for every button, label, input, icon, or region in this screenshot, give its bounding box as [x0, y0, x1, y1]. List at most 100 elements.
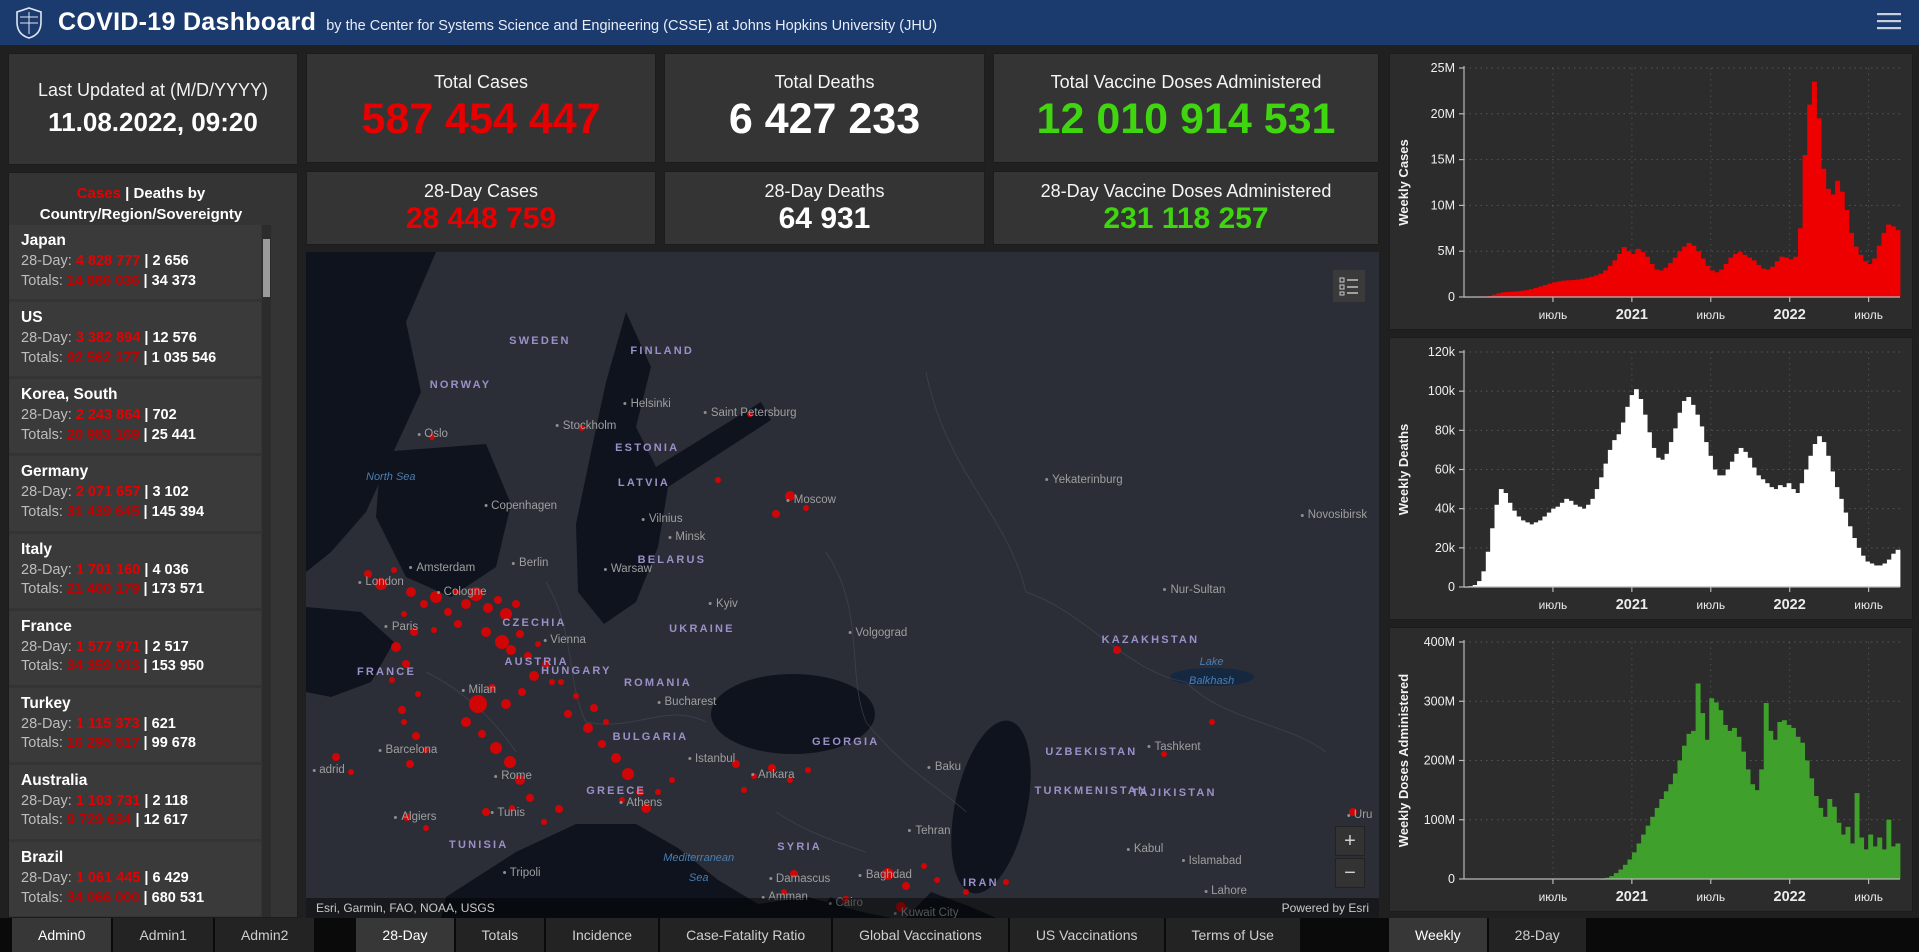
outbreak-dot[interactable] — [430, 591, 442, 603]
tab-admin2[interactable]: Admin2 — [214, 918, 315, 952]
outbreak-dot[interactable] — [896, 902, 906, 912]
outbreak-dot[interactable] — [481, 627, 491, 637]
outbreak-dot[interactable] — [461, 599, 471, 609]
outbreak-dot[interactable] — [348, 769, 354, 775]
outbreak-dot[interactable] — [921, 863, 927, 869]
outbreak-dot[interactable] — [490, 742, 502, 754]
outbreak-dot[interactable] — [715, 477, 721, 483]
outbreak-dot[interactable] — [495, 635, 509, 649]
outbreak-dot[interactable] — [611, 753, 621, 763]
country-row-japan[interactable]: Japan 28-Day: 4 828 777 | 2 656 Totals: 14… — [9, 225, 261, 300]
weekly-deaths-chart[interactable]: 0 20k 40k 60k 80k 100k 120k июль 2021 июль 2022 июл… — [1389, 337, 1913, 620]
outbreak-dot[interactable] — [509, 805, 515, 811]
outbreak-dot[interactable] — [406, 587, 416, 597]
map-zoom-in-button[interactable]: + — [1335, 826, 1365, 856]
outbreak-dot[interactable] — [391, 567, 397, 573]
outbreak-dot[interactable] — [564, 710, 572, 718]
outbreak-dot[interactable] — [453, 589, 459, 595]
outbreak-dot[interactable] — [483, 603, 493, 613]
outbreak-dot[interactable] — [401, 719, 407, 725]
map-zoom-out-button[interactable]: − — [1335, 858, 1365, 888]
map-legend-button[interactable] — [1333, 270, 1365, 302]
tab-28-day[interactable]: 28-Day — [356, 918, 454, 952]
outbreak-dot[interactable] — [785, 491, 795, 501]
tab-totals[interactable]: Totals — [455, 918, 545, 952]
outbreak-dot[interactable] — [410, 628, 418, 636]
outbreak-dot[interactable] — [535, 641, 541, 647]
outbreak-dot[interactable] — [444, 608, 452, 616]
outbreak-dot[interactable] — [401, 611, 407, 617]
outbreak-dot[interactable] — [781, 889, 787, 895]
outbreak-dot[interactable] — [619, 797, 625, 803]
outbreak-dot[interactable] — [526, 794, 534, 802]
outbreak-dot[interactable] — [590, 704, 598, 712]
outbreak-dot[interactable] — [805, 767, 811, 773]
outbreak-dot[interactable] — [803, 505, 809, 511]
outbreak-dot[interactable] — [415, 691, 421, 697]
tab-chart-28-day[interactable]: 28-Day — [1488, 918, 1586, 952]
outbreak-dot[interactable] — [902, 882, 910, 890]
country-row-brazil[interactable]: Brazil 28-Day: 1 061 445 | 6 429 Totals: 3… — [9, 842, 261, 917]
outbreak-dot[interactable] — [583, 723, 593, 733]
outbreak-dot[interactable] — [506, 645, 516, 655]
outbreak-dot[interactable] — [1161, 751, 1167, 757]
map-canvas[interactable] — [306, 252, 1379, 918]
weekly-doses-plot[interactable]: 0 100M 200M 300M 400M июль 2021 июль 2022 июль Wee… — [1390, 628, 1912, 913]
weekly-cases-plot[interactable]: 0 5M 10M 15M 20M 25M июль 2021 июль 2022 июль Weekl… — [1390, 54, 1912, 331]
tab-us-vaccinations[interactable]: US Vaccinations — [1009, 918, 1164, 952]
outbreak-dot[interactable] — [516, 630, 524, 638]
country-row-turkey[interactable]: Turkey 28-Day: 1 115 373 | 621 Totals: 16 … — [9, 687, 261, 762]
outbreak-dot[interactable] — [1003, 879, 1009, 885]
outbreak-dot[interactable] — [488, 684, 496, 692]
outbreak-dot[interactable] — [423, 747, 429, 753]
outbreak-dot[interactable] — [389, 677, 395, 683]
outbreak-dot[interactable] — [398, 706, 406, 714]
scrollbar-thumb[interactable] — [263, 239, 270, 297]
country-row-korea-south[interactable]: Korea, South 28-Day: 2 243 864 | 702 Total… — [9, 379, 261, 454]
outbreak-dot[interactable] — [420, 600, 428, 608]
outbreak-dot[interactable] — [518, 688, 526, 696]
country-row-australia[interactable]: Australia 28-Day: 1 103 731 | 2 118 Totals… — [9, 764, 261, 839]
weekly-cases-chart[interactable]: 0 5M 10M 15M 20M 25M июль 2021 июль 2022 июль Weekl… — [1389, 53, 1913, 330]
outbreak-dot[interactable] — [573, 693, 579, 699]
outbreak-dot[interactable] — [501, 699, 511, 709]
tab-incidence[interactable]: Incidence — [546, 918, 659, 952]
outbreak-dot[interactable] — [469, 587, 483, 601]
outbreak-dot[interactable] — [403, 813, 411, 821]
outbreak-dot[interactable] — [882, 868, 894, 880]
outbreak-dot[interactable] — [391, 642, 401, 652]
outbreak-dot[interactable] — [402, 660, 410, 668]
outbreak-dot[interactable] — [524, 652, 532, 660]
country-list-scrollbar[interactable] — [262, 225, 271, 917]
outbreak-dot[interactable] — [787, 777, 793, 783]
outbreak-dot[interactable] — [636, 788, 644, 796]
tab-case-fatality-ratio[interactable]: Case-Fatality Ratio — [660, 918, 832, 952]
outbreak-dot[interactable] — [1209, 719, 1215, 725]
outbreak-dot[interactable] — [555, 805, 563, 813]
outbreak-dot[interactable] — [478, 730, 486, 738]
outbreak-dot[interactable] — [732, 760, 740, 768]
hamburger-menu-icon[interactable] — [1877, 11, 1901, 36]
outbreak-dot[interactable] — [469, 695, 487, 713]
country-row-france[interactable]: France 28-Day: 1 577 971 | 2 517 Totals: 3… — [9, 610, 261, 685]
outbreak-dot[interactable] — [461, 717, 471, 727]
outbreak-dot[interactable] — [669, 777, 675, 783]
weekly-deaths-plot[interactable]: 0 20k 40k 60k 80k 100k 120k июль 2021 июль 2022 июл… — [1390, 338, 1912, 621]
country-row-us[interactable]: US 28-Day: 3 382 894 | 12 576 Totals: 92 5… — [9, 302, 261, 377]
outbreak-dot[interactable] — [741, 787, 747, 793]
outbreak-dot[interactable] — [431, 627, 437, 633]
outbreak-dot[interactable] — [375, 578, 387, 590]
outbreak-dot[interactable] — [364, 570, 372, 578]
outbreak-dot[interactable] — [772, 510, 780, 518]
outbreak-dot[interactable] — [549, 679, 555, 685]
outbreak-dot[interactable] — [579, 425, 585, 431]
outbreak-dot[interactable] — [622, 768, 634, 780]
outbreak-dot[interactable] — [412, 732, 420, 740]
outbreak-dot[interactable] — [542, 660, 550, 668]
outbreak-dot[interactable] — [423, 825, 429, 831]
world-map[interactable]: SWEDEN FINLAND NORWAY ESTONIA LATVIA BELARUS C… — [306, 252, 1379, 918]
outbreak-dot[interactable] — [768, 764, 776, 772]
outbreak-dot[interactable] — [655, 789, 661, 795]
country-row-italy[interactable]: Italy 28-Day: 1 701 160 | 4 036 Totals: 21… — [9, 533, 261, 608]
outbreak-dot[interactable] — [494, 596, 502, 604]
